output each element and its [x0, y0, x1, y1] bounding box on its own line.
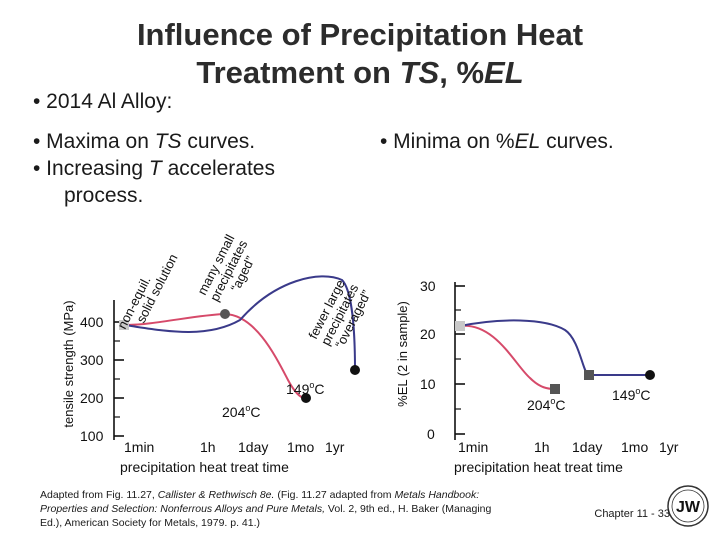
el-y-tick-label: 10: [420, 376, 436, 392]
bullet-maxima-suffix: curves.: [181, 130, 256, 153]
el-x-axis-label: precipitation heat treat time: [454, 459, 623, 475]
ts-label-204-num: 204: [222, 404, 246, 420]
citation-c: (Fig. 11.27 adapted from: [274, 489, 395, 501]
bullet-increasing-t-var: T: [148, 157, 162, 180]
el-y-axis-label-text: %EL (2 in sample): [395, 301, 410, 407]
el-label-204: 204oC: [527, 396, 566, 413]
logo-inner-circle: [671, 489, 705, 523]
el-x-tick-label: 1h: [534, 439, 550, 455]
ts-label-149: 149oC: [286, 380, 325, 397]
ts-x-tick-label: 1h: [200, 439, 216, 455]
ts-y-tick-label: 300: [80, 352, 104, 368]
el-label-204-unit: C: [555, 397, 565, 413]
title-prefix: Treatment on: [196, 55, 400, 90]
el-point-start: [455, 321, 465, 331]
bullet-process: process.: [64, 184, 144, 207]
citation-e: Properties and Selection: Nonferrous All…: [40, 503, 326, 515]
title-ts: TS: [399, 55, 440, 90]
ts-y-tick-label: 100: [80, 428, 104, 444]
ts-x-tick-label: 1mo: [287, 439, 314, 455]
el-x-tick-label: 1day: [572, 439, 602, 455]
bullet-maxima-prefix: • Maxima on: [33, 130, 155, 153]
el-y-tick-label: 20: [420, 326, 436, 342]
ts-curve-149: [123, 275, 356, 371]
el-x-tick-label: 1yr: [659, 439, 679, 455]
ts-point-start: [119, 320, 129, 330]
ts-label-204-sup: o: [245, 403, 250, 413]
alloy-bullet: • 2014 Al Alloy:: [33, 90, 173, 113]
ts-curve-204: [123, 312, 306, 399]
el-point-min-204: [550, 384, 560, 394]
citation-line1: Adapted from Fig. 11.27, Callister & Ret…: [40, 488, 600, 502]
el-x-tick-label: 1mo: [621, 439, 648, 455]
ts-y-axis-label: tensile strength (MPa): [61, 300, 76, 427]
el-point-end-149: [645, 370, 655, 380]
citation-b: Callister & Rethwisch 8e.: [157, 489, 275, 501]
citation-d: Metals Handbook:: [394, 489, 480, 501]
el-y-tick-label: 30: [420, 278, 436, 294]
ts-y-tick-label: 400: [80, 314, 104, 330]
bullet-minima-prefix: • Minima on %: [380, 130, 515, 153]
bullet-increasing-prefix: • Increasing: [33, 157, 149, 180]
el-label-204-sup: o: [550, 396, 555, 406]
el-y-ticks: [455, 285, 465, 435]
el-curve-204: [459, 324, 556, 390]
ts-label-149-sup: o: [309, 380, 314, 390]
citation-line3: Ed.), American Society for Metals, 1979.…: [40, 517, 261, 529]
citation: Adapted from Fig. 11.27, Callister & Ret…: [40, 488, 600, 530]
bullet-minima-suffix: curves.: [540, 130, 614, 153]
ts-label-149-num: 149: [286, 381, 310, 397]
slide-title-line1: Influence of Precipitation Heat: [136, 17, 584, 52]
ts-x-tick-label: 1yr: [325, 439, 345, 455]
ts-point-overaged-204: [301, 393, 311, 403]
ts-point-peak-204: [220, 309, 230, 319]
el-label-149-unit: C: [640, 387, 650, 403]
publisher-logo: JW: [667, 485, 709, 527]
el-y-tick-label: 0: [427, 426, 435, 442]
ts-x-tick-label: 1min: [124, 439, 154, 455]
ts-label-204: 204oC: [222, 403, 261, 420]
bullet-minima-el: EL: [514, 130, 541, 153]
slide-title-line2: Treatment on TS, %EL: [0, 54, 720, 92]
ts-y-tick-label: 200: [80, 390, 104, 406]
bullet-maxima-ts: TS: [154, 130, 182, 153]
annotation-aged: many smallprecipitates“aged”: [194, 231, 263, 310]
ts-label-149-unit: C: [314, 381, 324, 397]
ts-y-ticks: [114, 321, 124, 437]
annotation-overaged: fewer largeprecipitates“overaged”: [305, 275, 374, 354]
title-sep: , %: [439, 55, 485, 90]
ts-point-end-149: [350, 365, 360, 375]
citation-a: Adapted from Fig. 11.27,: [40, 489, 158, 501]
el-label-149-num: 149: [612, 387, 636, 403]
el-label-149: 149oC: [612, 386, 651, 403]
ts-chart: tensile strength (MPa) 400 300 200 100 1…: [61, 231, 374, 475]
ts-x-axis-label: precipitation heat treat time: [120, 459, 289, 475]
bullet-minima: • Minima on %EL curves.: [380, 130, 614, 154]
bullet-increasing-suffix: accelerates: [161, 157, 275, 180]
ts-label-204-unit: C: [250, 404, 260, 420]
bullet-increasing-t: • Increasing T accelerates: [33, 157, 275, 181]
bullet-maxima: • Maxima on TS curves.: [33, 130, 255, 154]
el-label-149-sup: o: [635, 386, 640, 396]
citation-f: Vol. 2, 9th ed., H. Baker (Managing: [325, 503, 492, 515]
ts-x-tick-label: 1day: [238, 439, 268, 455]
chapter-page-number: Chapter 11 - 33: [594, 508, 670, 520]
citation-line2: Properties and Selection: Nonferrous All…: [40, 502, 600, 516]
el-point-min-149: [584, 370, 594, 380]
el-chart: %EL (2 in sample) 30 20 10 0 1min 1h 1da…: [395, 278, 679, 475]
el-x-tick-label: 1min: [458, 439, 488, 455]
el-curve-149: [459, 319, 650, 376]
title-el: EL: [484, 55, 524, 90]
el-label-204-num: 204: [527, 397, 551, 413]
el-y-axis-label: %EL (2 in sample): [395, 301, 410, 407]
logo-circle: [667, 485, 709, 527]
logo-mark: JW: [676, 499, 701, 516]
